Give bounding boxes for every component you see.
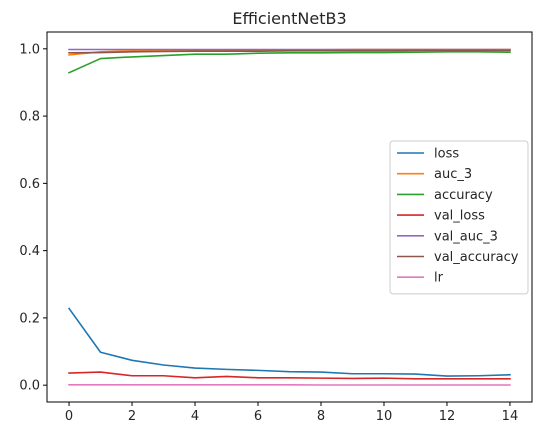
legend-label: accuracy: [434, 188, 493, 203]
x-tick-label: 4: [191, 409, 199, 424]
y-tick-label: 0.4: [19, 244, 40, 259]
x-tick-label: 6: [254, 409, 262, 424]
x-axis: 0 2 4 6 8 10 12 14: [65, 402, 518, 424]
series-line-val-accuracy: [68, 49, 511, 54]
x-tick-label: 0: [65, 409, 73, 424]
legend-label: auc_3: [434, 167, 472, 182]
legend-label: val_auc_3: [434, 229, 498, 244]
y-tick-label: 0.6: [19, 177, 40, 192]
x-tick-label: 8: [317, 409, 325, 424]
plot-frame: [46, 31, 533, 403]
y-tick-label: 0.0: [19, 379, 40, 394]
legend-label: val_loss: [434, 209, 485, 224]
x-tick-label: 14: [502, 409, 519, 424]
legend-label: lr: [434, 271, 444, 286]
y-tick-label: 0.2: [19, 311, 40, 326]
legend-box: [389, 140, 529, 295]
y-tick-label: 1.0: [19, 42, 40, 57]
legend-label: val_accuracy: [434, 250, 519, 265]
legend: loss auc_3 accuracy val_loss val_auc_3 val_ac…: [389, 140, 529, 295]
series-line-accuracy: [67, 51, 511, 74]
chart-title: EfficientNetB3: [232, 9, 346, 28]
series-layer: [67, 48, 511, 386]
y-tick-label: 0.8: [19, 110, 40, 125]
legend-label: loss: [434, 147, 459, 162]
x-tick-label: 12: [439, 409, 456, 424]
x-tick-label: 2: [128, 409, 136, 424]
x-tick-label: 10: [376, 409, 393, 424]
series-line-val-loss: [68, 371, 511, 380]
series-line-loss: [67, 307, 511, 377]
y-axis: 0.0 0.2 0.4 0.6 0.8 1.0: [19, 42, 47, 394]
